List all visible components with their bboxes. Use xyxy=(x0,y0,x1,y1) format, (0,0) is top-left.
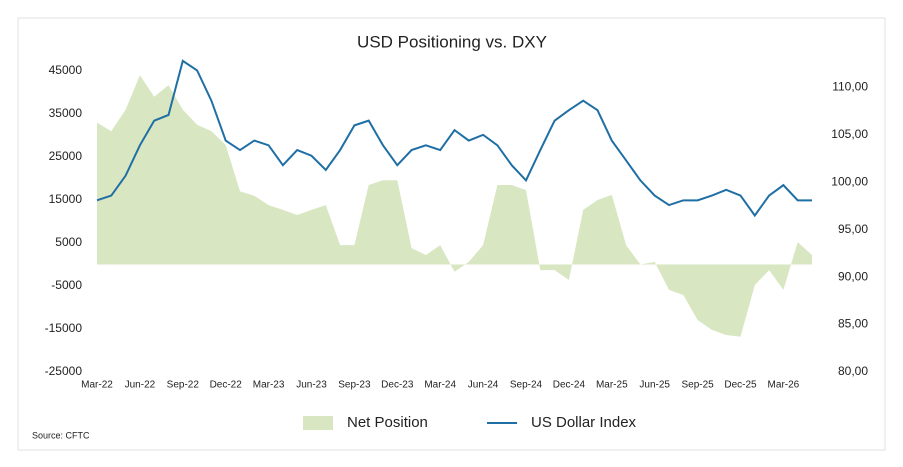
x-tick-label: Jun-24 xyxy=(468,380,499,391)
x-tick-label: Sep-25 xyxy=(681,380,714,391)
y2-tick-label: 105,00 xyxy=(831,127,868,141)
y2-tick-label: 100,00 xyxy=(831,174,868,188)
legend-label: Net Position xyxy=(347,414,428,431)
y2-tick-label: 110,00 xyxy=(832,80,868,94)
y-tick-label: 25000 xyxy=(49,149,83,163)
chart-title: USD Positioning vs. DXY xyxy=(357,32,547,51)
x-tick-label: Dec-25 xyxy=(724,380,757,391)
x-tick-label: Dec-22 xyxy=(210,380,243,391)
y-tick-label: -5000 xyxy=(51,278,82,292)
dxy-line xyxy=(96,59,812,218)
y-tick-label: 35000 xyxy=(49,106,83,120)
x-tick-label: Mar-22 xyxy=(81,380,113,391)
legend-swatch xyxy=(303,416,333,430)
net-position-area xyxy=(97,75,812,337)
x-tick-label: Sep-22 xyxy=(167,380,200,391)
y2-tick-label: 80,00 xyxy=(838,364,868,378)
x-tick-label: Mar-23 xyxy=(253,380,285,391)
source-note: Source: CFTC xyxy=(32,430,90,440)
legend-label: US Dollar Index xyxy=(531,414,637,431)
y2-tick-label: 85,00 xyxy=(838,317,868,331)
x-tick-label: Sep-24 xyxy=(510,380,543,391)
x-tick-label: Dec-24 xyxy=(553,380,586,391)
y-tick-label: 15000 xyxy=(49,192,83,206)
x-tick-label: Mar-24 xyxy=(424,380,456,391)
x-tick-label: Mar-26 xyxy=(768,380,800,391)
y2-tick-label: 95,00 xyxy=(838,222,868,236)
y-tick-label: -15000 xyxy=(45,321,83,335)
y-tick-label: 5000 xyxy=(55,235,82,249)
x-tick-label: Jun-25 xyxy=(639,380,670,391)
x-tick-label: Sep-23 xyxy=(338,380,371,391)
x-tick-label: Jun-23 xyxy=(296,380,327,391)
y-tick-label: -25000 xyxy=(45,364,83,378)
x-tick-label: Jun-22 xyxy=(125,380,156,391)
y2-tick-label: 90,00 xyxy=(838,269,868,283)
x-tick-label: Dec-23 xyxy=(381,380,414,391)
y-tick-label: 45000 xyxy=(49,63,83,77)
x-tick-label: Mar-25 xyxy=(596,380,628,391)
